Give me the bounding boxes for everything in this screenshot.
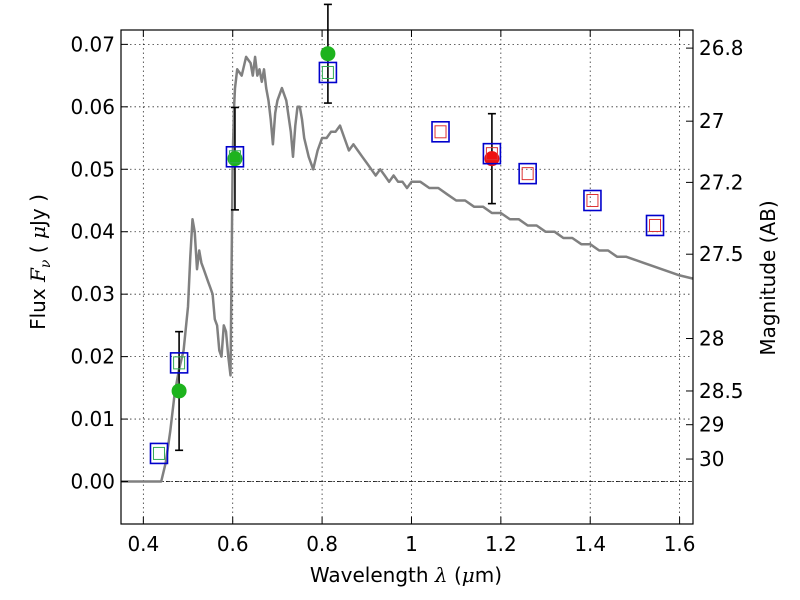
x-tick-label: 1.6	[664, 532, 696, 556]
model-small-square	[228, 150, 241, 164]
y2-tick-label: 27.2	[699, 170, 744, 194]
measured-point	[320, 46, 336, 62]
y2-tick-label: 27	[699, 109, 724, 133]
x-tick-label: 0.4	[127, 532, 159, 556]
x-tick-label: 0.8	[306, 532, 338, 556]
model-small-square	[521, 167, 534, 181]
photometry-square	[482, 142, 502, 165]
x-tick-label: 0.6	[217, 532, 249, 556]
plot-frame	[120, 29, 694, 525]
x-axis-title: Wavelength λ (μm)	[310, 563, 502, 587]
photometry-square	[169, 352, 189, 374]
y-tick-label: 0.00	[70, 470, 115, 494]
model-small-square	[173, 356, 186, 370]
y2-tick-label: 30	[699, 447, 724, 471]
measured-point	[171, 383, 187, 399]
tick-label-layer: 0.4 0.6 0.8 1 1.2 1.4 1.6 0.00 0.01 0.02 0.03 0.04 0…	[70, 32, 743, 556]
square-marker-layer	[149, 61, 665, 465]
y-axis-title: Flux Fν ( μJy )	[26, 194, 54, 330]
model-small-square	[321, 65, 334, 79]
photometry-square	[225, 145, 245, 168]
sed-line-layer	[121, 55, 694, 483]
y-tick-label: 0.04	[70, 220, 115, 244]
photometry-square	[518, 162, 537, 185]
y-tick-label: 0.06	[70, 95, 115, 119]
y-tick-label: 0.05	[70, 157, 115, 181]
grid-layer	[121, 30, 693, 524]
y2-tick-label: 28.5	[699, 379, 744, 403]
y-tick-label: 0.01	[70, 407, 115, 431]
y-tick-label: 0.02	[70, 345, 115, 369]
x-tick-label: 1	[405, 532, 418, 556]
photometry-square	[645, 214, 665, 237]
x-tick-label: 1.4	[574, 532, 606, 556]
model-small-square	[485, 147, 498, 161]
model-small-square	[586, 193, 599, 207]
y-tick-label: 0.07	[70, 32, 115, 56]
error-bar-layer	[175, 3, 496, 452]
y2-tick-label: 29	[699, 413, 724, 437]
y2-axis-title: Magnitude (AB)	[756, 200, 780, 355]
model-small-square	[152, 446, 165, 460]
photometry-square	[583, 189, 602, 212]
data-point-layer	[171, 46, 500, 399]
x-tick-label: 1.2	[485, 532, 517, 556]
model-small-square	[649, 218, 662, 232]
measured-point	[484, 151, 500, 167]
photometry-square	[149, 442, 169, 465]
photometry-square	[318, 61, 338, 84]
model-small-square	[434, 125, 447, 139]
y2-tick-label: 27.5	[699, 242, 744, 266]
tick-layer	[121, 30, 693, 524]
y2-tick-label: 28	[699, 327, 724, 351]
y-tick-label: 0.03	[70, 282, 115, 306]
sed-model-line	[121, 55, 694, 483]
y2-tick-label: 26.8	[699, 36, 744, 60]
photometry-square	[431, 120, 450, 143]
